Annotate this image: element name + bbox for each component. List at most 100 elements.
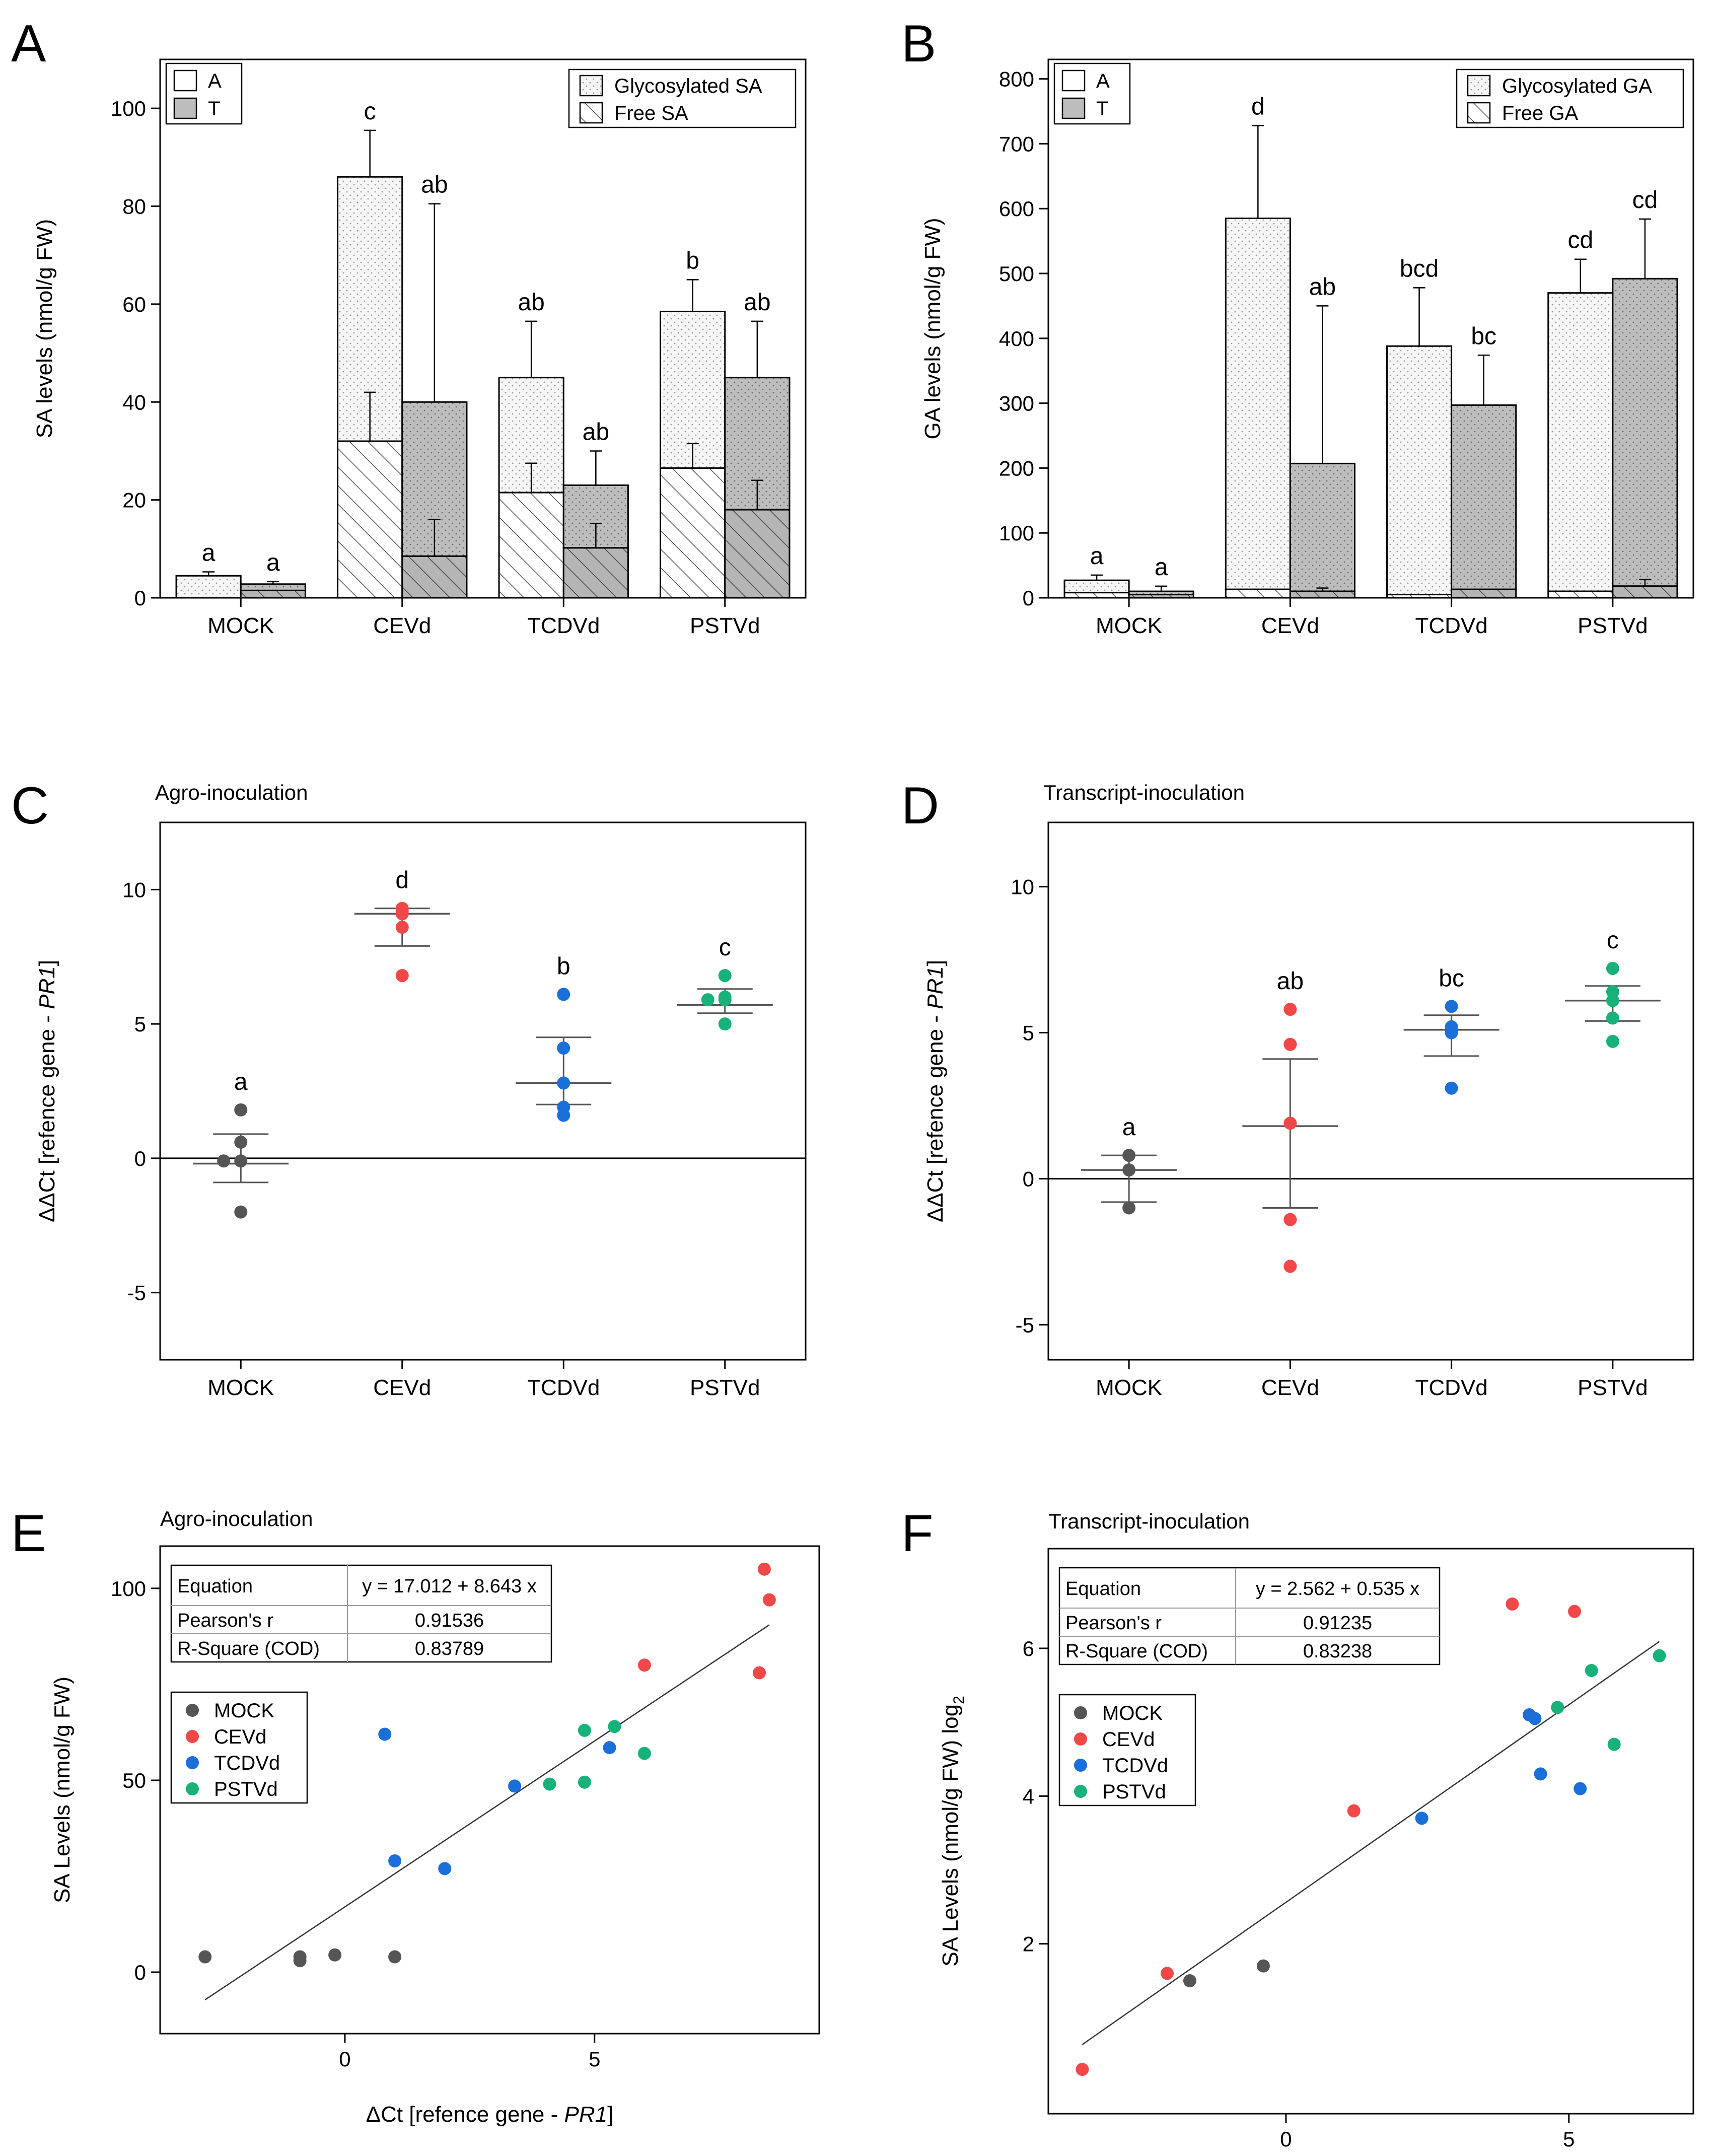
data-point-TCDVd xyxy=(1534,1767,1547,1781)
y-tick-label-B: 0 xyxy=(1023,586,1034,610)
stats-table-equation-F: y = 2.562 + 0.535 x xyxy=(1256,1578,1419,1599)
legend-fraction-B: Glycosylated GA Free GA xyxy=(1456,68,1684,128)
data-point-MOCK xyxy=(1183,1974,1196,1987)
plot-frame-A xyxy=(159,58,807,599)
data-point-CEVd xyxy=(1506,1597,1519,1611)
data-point-TCDVd xyxy=(508,1779,522,1793)
y-tick-label-E: 50 xyxy=(122,1769,146,1792)
data-point-PSTVd xyxy=(1585,1664,1598,1677)
legend-marker-TCDVd-E xyxy=(186,1756,199,1769)
data-point-PSTVd xyxy=(718,969,732,983)
data-point-PSTVd xyxy=(1653,1649,1666,1662)
legend-label-MOCK-F: MOCK xyxy=(1102,1702,1163,1724)
bar-free-T-MOCK xyxy=(1128,594,1194,599)
y-tick-label-F: 6 xyxy=(1023,1637,1034,1660)
data-point-TCDVd xyxy=(1415,1812,1428,1825)
data-point-PSTVd xyxy=(637,1747,651,1760)
legend-swatch-free-A xyxy=(579,102,603,124)
x-tick-label-B: TCDVd xyxy=(1415,613,1488,638)
stats-table-row-value-F: 0.91235 xyxy=(1303,1613,1372,1634)
data-point-TCDVd xyxy=(1445,1026,1458,1039)
data-point-PSTVd xyxy=(1606,994,1619,1007)
legend-E: MOCK CEVd TCDVd PSTVd xyxy=(170,1691,308,1804)
data-point-MOCK xyxy=(1122,1201,1136,1215)
significance-letter-T-MOCK: a xyxy=(266,549,280,576)
data-point-PSTVd xyxy=(1606,961,1619,975)
x-tick-label-A: TCDVd xyxy=(527,613,600,638)
x-axis-label-E: ΔCt [refence gene - PR1] xyxy=(366,2102,614,2127)
data-point-CEVd xyxy=(637,1658,651,1672)
y-tick-label-B: 300 xyxy=(999,392,1034,415)
data-point-TCDVd xyxy=(603,1741,616,1755)
significance-letter-MOCK: a xyxy=(1122,1114,1136,1141)
chart-panel-A: 0 20 40 60 80 100 SA levels (nmol/g FW) MOCK CEV… xyxy=(32,58,807,638)
bar-free-A-TCDVd xyxy=(1386,594,1453,599)
y-tick-label-B: 400 xyxy=(999,327,1034,351)
significance-letter-T-TCDVd: ab xyxy=(583,419,609,445)
significance-letter-TCDVd: bc xyxy=(1439,965,1464,992)
y-tick-label-A: 0 xyxy=(134,586,146,610)
data-point-TCDVd xyxy=(1445,1081,1458,1095)
legend-marker-TCDVd-F xyxy=(1074,1759,1087,1772)
significance-letter-T-CEVd: ab xyxy=(421,172,448,198)
legend-marker-MOCK-F xyxy=(1074,1706,1087,1719)
y-tick-label-E: 0 xyxy=(134,1961,146,1984)
panel-letter-E: E xyxy=(11,1504,46,1563)
data-point-CEVd xyxy=(395,921,409,934)
legend-label-glycosylated-A: Glycosylated SA xyxy=(614,75,762,97)
x-tick-label-E: 5 xyxy=(589,2047,600,2071)
data-point-TCDVd xyxy=(1528,1712,1542,1725)
data-point-MOCK xyxy=(234,1154,248,1168)
legend-fraction-box-B xyxy=(1456,68,1684,128)
y-axis-label-C: ΔΔCt [refence gene - PR1] xyxy=(35,960,59,1222)
legend-label-TCDVd-F: TCDVd xyxy=(1102,1755,1168,1777)
data-point-PSTVd xyxy=(1607,1737,1621,1751)
significance-letter-T-TCDVd: bc xyxy=(1471,323,1496,350)
legend-label-A-B: A xyxy=(1096,70,1110,92)
y-tick-label-E: 100 xyxy=(111,1577,146,1601)
panel-subtitle-F: Transcript-inoculation xyxy=(1048,1509,1250,1533)
bar-glycosylated-A-CEVd xyxy=(1225,218,1291,590)
legend-swatch-T-B xyxy=(1061,97,1086,119)
chart-panel-D: -5 0 5 10 ΔΔCt [refence gene - PR1] Transcrip… xyxy=(923,781,1694,1400)
y-axis-label-B: GA levels (nmol/g FW) xyxy=(920,218,945,439)
data-point-TCDVd xyxy=(557,1076,570,1090)
stats-table-F: Equation y = 2.562 + 0.535 x Pearson's r 0.… xyxy=(1058,1567,1441,1665)
y-tick-label-D: 10 xyxy=(1011,875,1034,899)
x-tick-label-D: PSTVd xyxy=(1578,1375,1648,1400)
x-tick-label-A: MOCK xyxy=(207,613,274,638)
bar-glycosylated-A-MOCK xyxy=(175,575,242,599)
data-point-PSTVd xyxy=(578,1723,591,1737)
x-tick-label-D: CEVd xyxy=(1261,1375,1319,1400)
y-tick-label-B: 600 xyxy=(999,197,1034,221)
y-tick-label-F: 2 xyxy=(1023,1932,1034,1956)
stats-table-row-label-F: Pearson's r xyxy=(1065,1613,1162,1634)
significance-letter-A-TCDVd: ab xyxy=(518,289,544,316)
significance-letter-A-CEVd: c xyxy=(364,98,376,125)
panel-letter-B: B xyxy=(901,15,936,73)
x-tick-label-A: CEVd xyxy=(373,613,431,638)
x-tick-label-D: TCDVd xyxy=(1415,1375,1488,1400)
bar-free-T-CEVd xyxy=(1289,590,1355,599)
x-tick-label-B: MOCK xyxy=(1096,613,1162,638)
legend-label-CEVd-E: CEVd xyxy=(214,1726,267,1748)
significance-letter-A-CEVd: d xyxy=(1251,93,1265,120)
bar-free-A-TCDVd xyxy=(498,492,564,599)
stats-table-header-F: Equation xyxy=(1065,1578,1141,1599)
significance-letter-T-CEVd: ab xyxy=(1309,273,1336,300)
data-point-PSTVd xyxy=(718,993,732,1007)
legend-label-PSTVd-E: PSTVd xyxy=(214,1778,278,1800)
data-point-CEVd xyxy=(1568,1605,1582,1618)
legend-swatch-T-A xyxy=(173,97,197,119)
bar-free-T-MOCK xyxy=(240,589,306,599)
x-tick-label-E: 0 xyxy=(339,2047,350,2071)
bar-free-T-PSTVd xyxy=(724,509,791,599)
chart-panel-E: 0 50 100 0 5 Agro-inoculation ΔCt [refence gen… xyxy=(50,1507,820,2127)
legend-label-CEVd-F: CEVd xyxy=(1102,1728,1155,1751)
legend-marker-CEVd-F xyxy=(1074,1732,1087,1746)
data-point-MOCK xyxy=(1122,1149,1136,1162)
panel-letter-C: C xyxy=(11,777,49,835)
significance-letter-A-MOCK: a xyxy=(1090,543,1104,570)
legend-marker-MOCK-E xyxy=(186,1704,199,1717)
